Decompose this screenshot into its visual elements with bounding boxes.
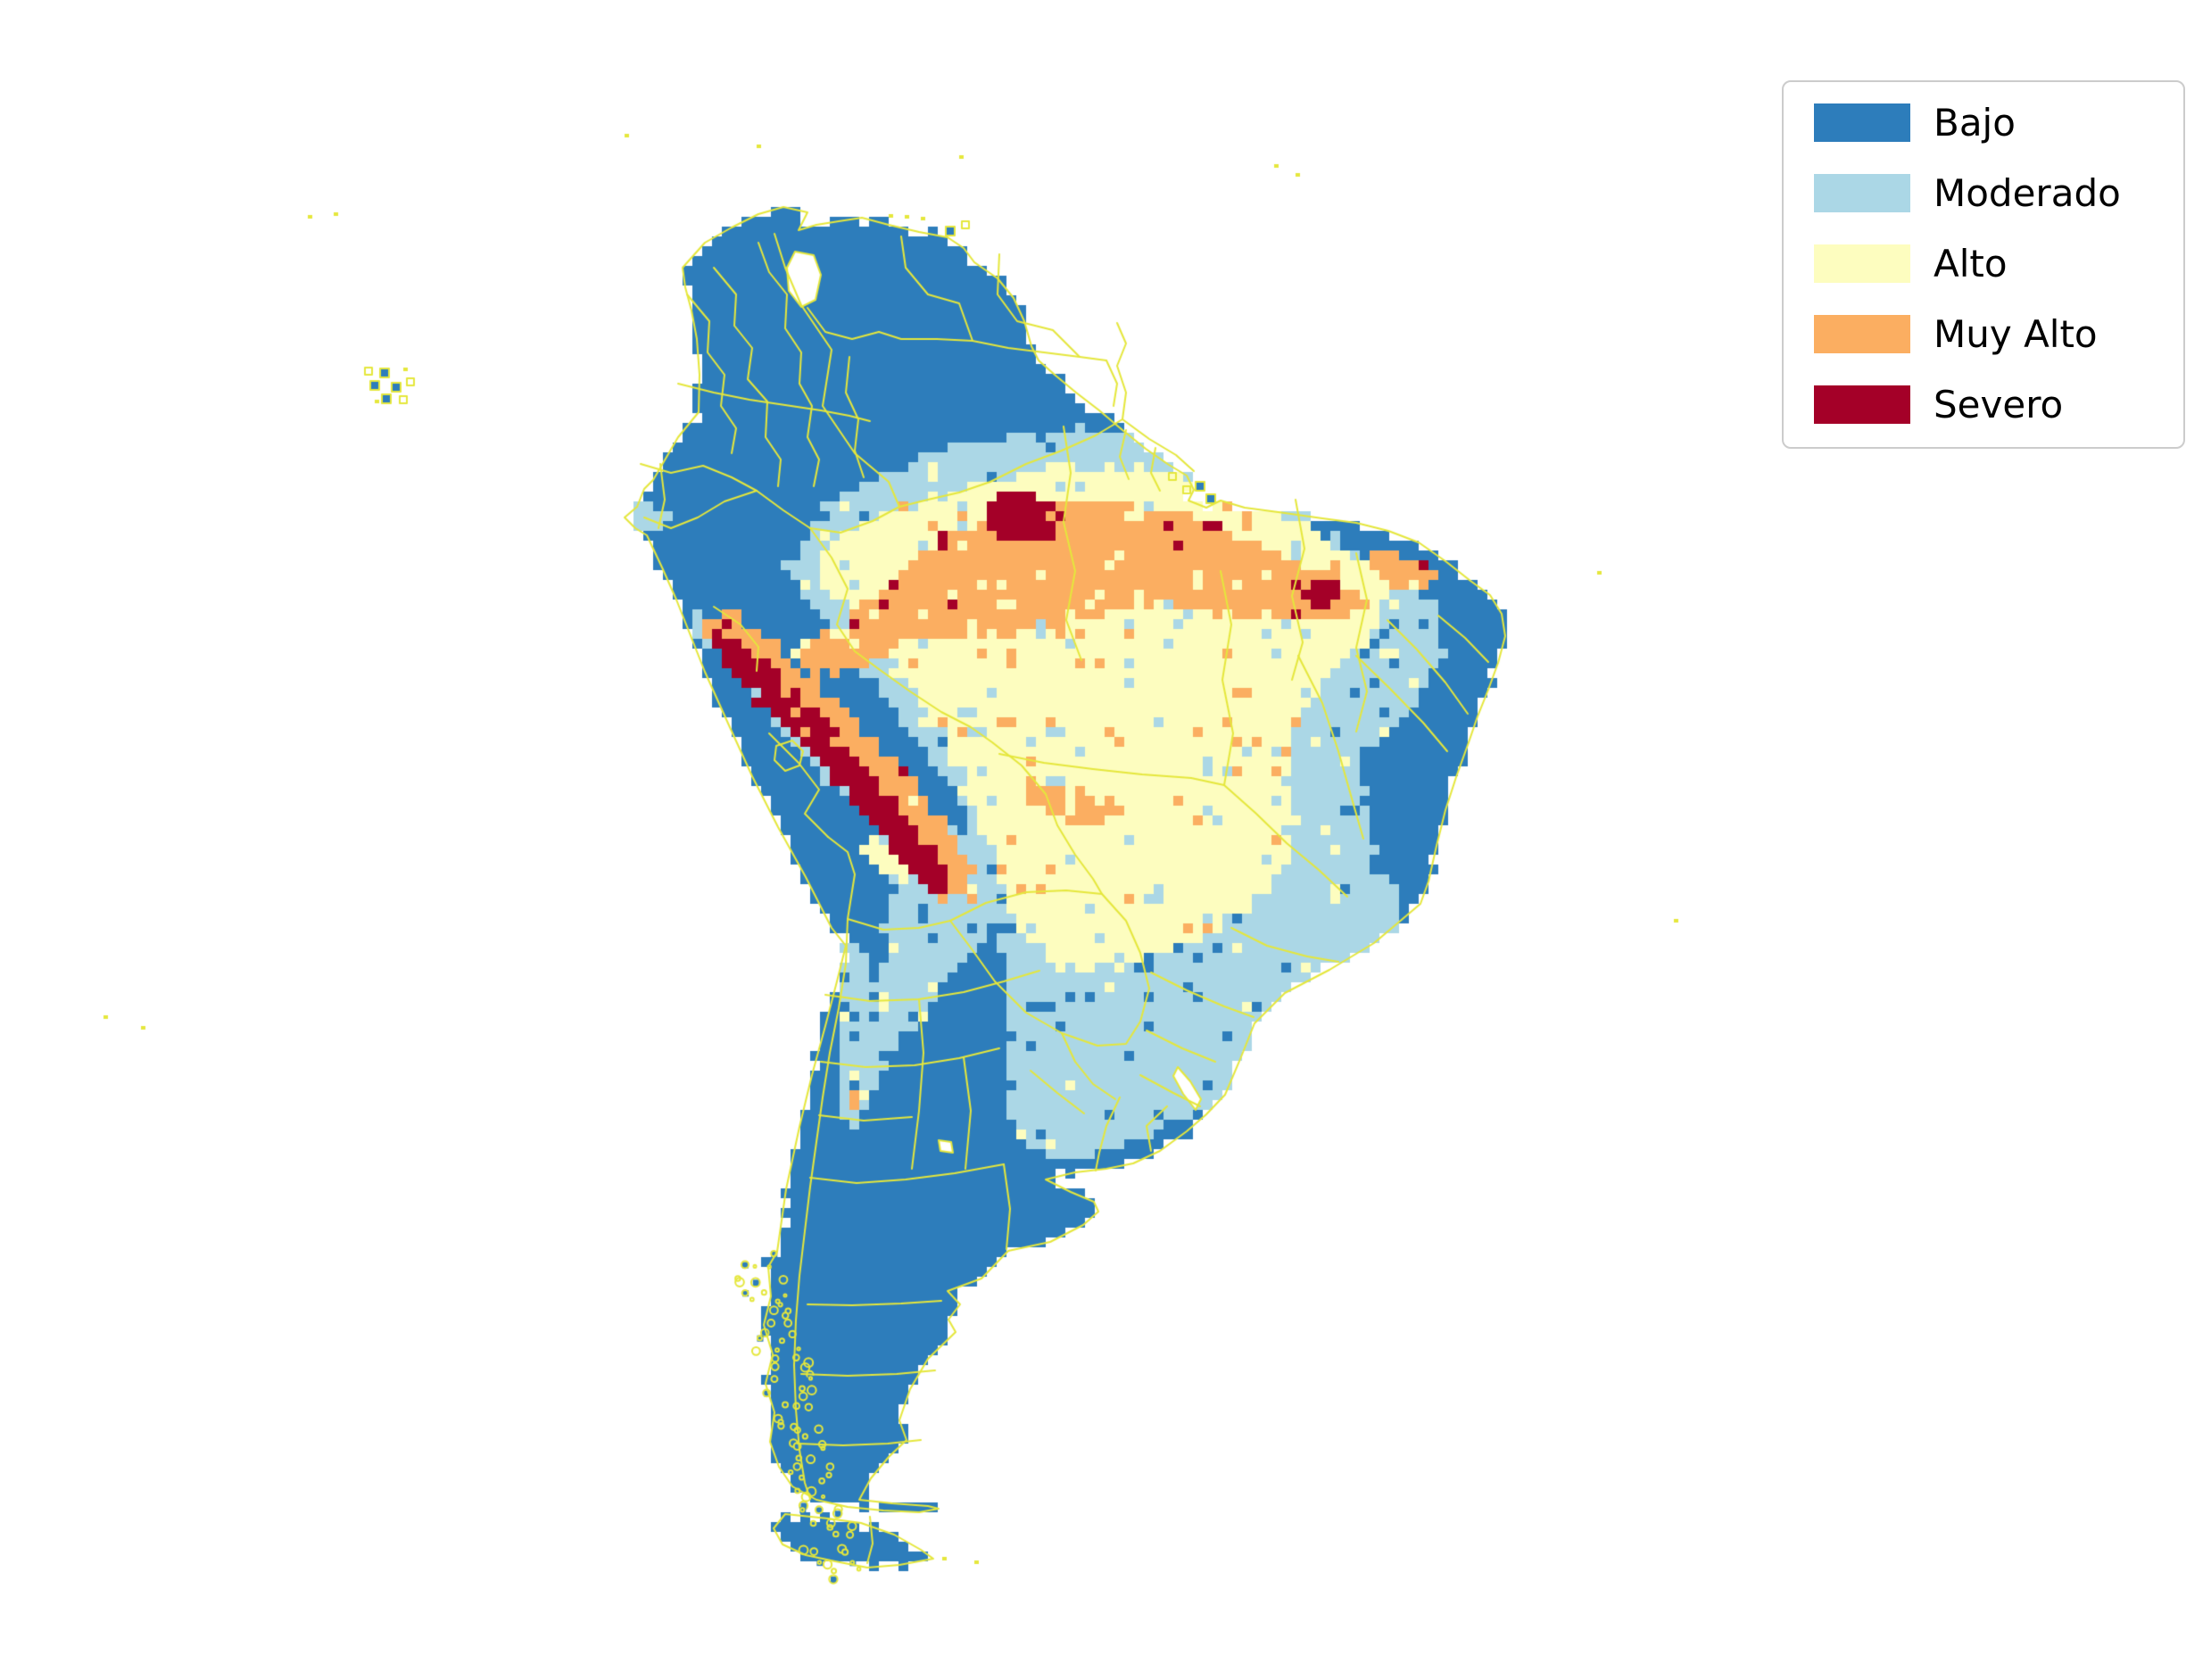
legend-label-moderado: Moderado bbox=[1934, 171, 2121, 215]
legend-item-muy_alto: Muy Alto bbox=[1814, 315, 2183, 353]
legend-item-bajo: Bajo bbox=[1814, 103, 2183, 142]
legend-label-severo: Severo bbox=[1934, 383, 2064, 426]
legend-item-severo: Severo bbox=[1814, 385, 2183, 424]
legend-swatch-moderado bbox=[1814, 174, 1910, 212]
legend-swatch-muy_alto bbox=[1814, 315, 1910, 353]
legend-item-moderado: Moderado bbox=[1814, 174, 2183, 212]
legend-label-alto: Alto bbox=[1934, 242, 2008, 286]
legend: Bajo Moderado Alto Muy Alto Severo bbox=[1782, 80, 2185, 449]
legend-label-bajo: Bajo bbox=[1934, 101, 2016, 145]
legend-label-muy_alto: Muy Alto bbox=[1934, 312, 2098, 356]
legend-swatch-bajo bbox=[1814, 103, 1910, 142]
legend-swatch-alto bbox=[1814, 244, 1910, 283]
legend-swatch-severo bbox=[1814, 385, 1910, 424]
legend-item-alto: Alto bbox=[1814, 244, 2183, 283]
